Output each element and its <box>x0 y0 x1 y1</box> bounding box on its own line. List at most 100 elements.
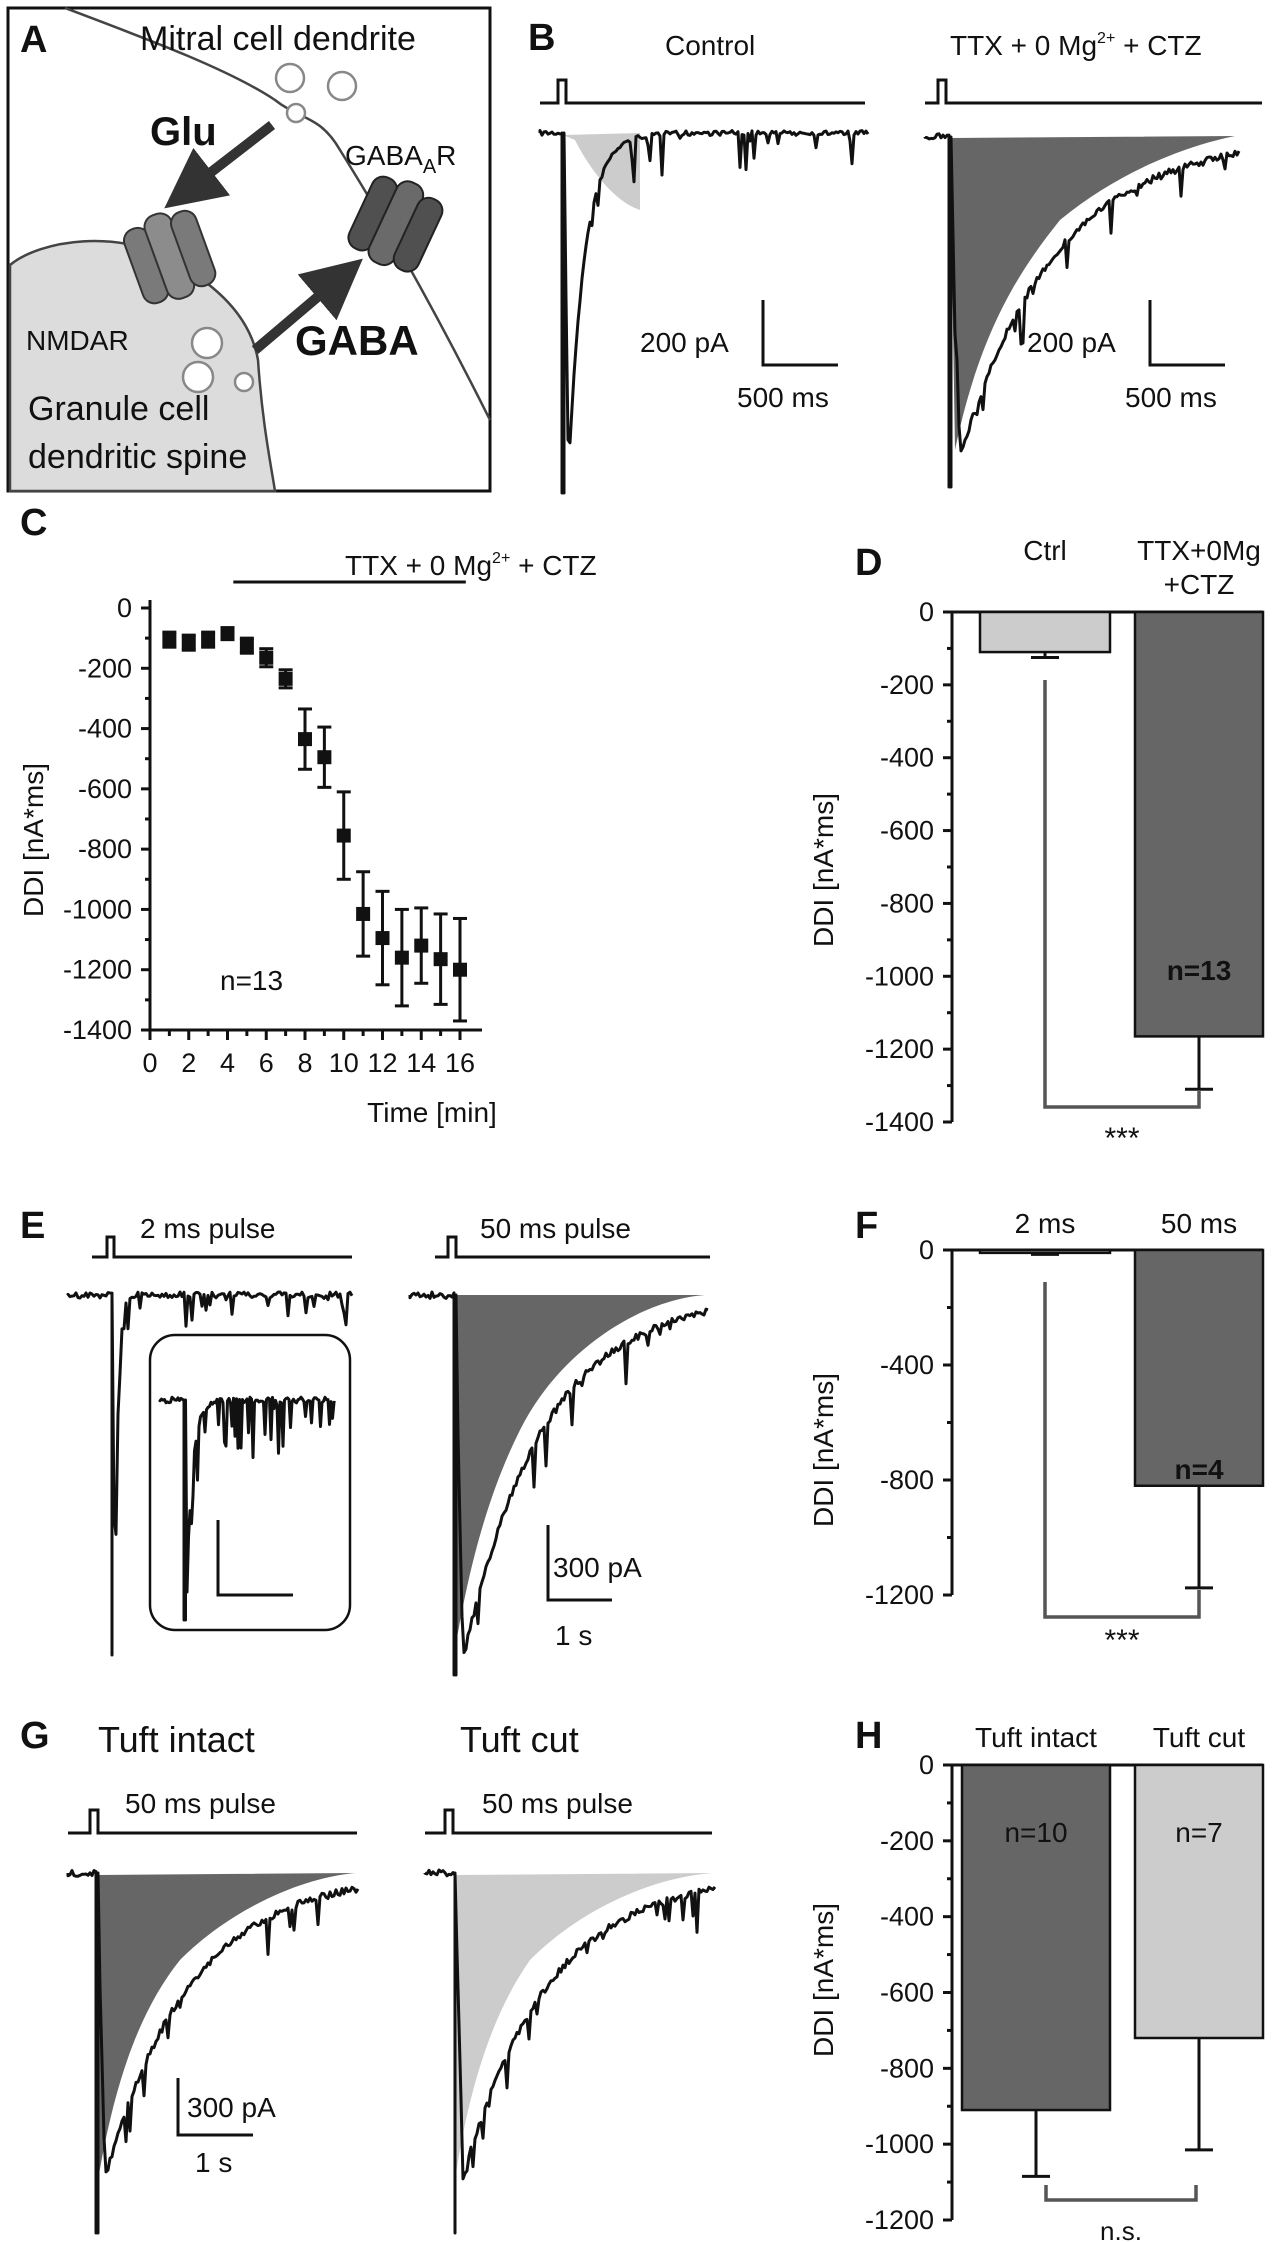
panel-b-right-scale-current: 200 pA <box>1027 327 1116 358</box>
chart-h-n-label: n=10 <box>1004 1817 1067 1848</box>
panel-e-scale-current: 300 pA <box>553 1552 642 1583</box>
chart-f-y-tick-label: -800 <box>880 1465 934 1495</box>
chart-h-category-label: Tuft cut <box>1153 1722 1246 1753</box>
chart-c-point <box>394 950 409 965</box>
chart-c-x-tick-label: 10 <box>329 1048 359 1078</box>
mitral-label: Mitral cell dendrite <box>140 20 416 58</box>
panel-e-right-title: 50 ms pulse <box>480 1213 631 1244</box>
chart-c-y-tick-label: -1000 <box>63 894 132 924</box>
panel-e-inset-trace <box>158 1395 336 1622</box>
panel-b-left-scale-bar <box>761 300 838 367</box>
mitral-dendrite-membrane <box>64 6 492 421</box>
panel-g-scale-bar <box>176 2078 253 2137</box>
chart-h-category-label: Tuft intact <box>975 1722 1097 1753</box>
panel-b-left-shade <box>563 133 640 210</box>
chart-c-y-tick-label: -600 <box>78 774 132 804</box>
chart-h-bar <box>1133 1763 1265 2040</box>
chart-f-ylabel: DDI [nA*ms] <box>808 1373 839 1527</box>
panel-e-inset-box <box>148 1333 352 1632</box>
chart-d-category-label: Ctrl <box>1023 535 1067 566</box>
chart-h-ylabel: DDI [nA*ms] <box>808 1903 839 2057</box>
chart-h-y-tick-label: 0 <box>919 1750 934 1780</box>
chart-f-n-label: n=4 <box>1174 1454 1223 1485</box>
chart-d-bar <box>978 610 1112 654</box>
chart-c-x-tick-label: 14 <box>406 1048 436 1078</box>
panel-e-left-title: 2 ms pulse <box>140 1213 275 1244</box>
gaba-label: GABA <box>295 317 419 364</box>
chart-d-significance-bracket <box>1043 680 1201 1109</box>
chart-c-point <box>453 962 467 977</box>
panel-b-right-shade <box>950 136 1235 450</box>
chart-c-y-tick-label: -1400 <box>63 1015 132 1045</box>
chart-h-bar <box>960 1763 1112 2112</box>
chart-h-y-tick-label: -800 <box>880 2053 934 2083</box>
chart-h-y-tick-label: -1000 <box>865 2129 934 2159</box>
vesicle-icon <box>274 62 306 94</box>
chart-f-significance-bracket <box>1043 1282 1201 1619</box>
chart-c-point <box>220 626 235 641</box>
panel-e-letter: E <box>20 1205 45 1247</box>
gaba-a-r-label: GABAAR <box>345 140 456 178</box>
panel-g-right-trace <box>423 1868 717 2235</box>
chart-c-point <box>201 632 216 647</box>
panel-b-right-title: TTX + 0 Mg2+ + CTZ <box>950 30 1202 61</box>
chart-c-y-tick-label: -400 <box>78 714 132 744</box>
chart-d-y-tick-label: -200 <box>880 670 934 700</box>
panel-c: C TTX + 0 Mg2+ + CTZ DDI [nA*ms] Time [m… <box>18 502 597 1128</box>
chart-d-y-tick-label: -600 <box>880 816 934 846</box>
chart-c-y-tick-label: 0 <box>117 593 132 623</box>
panel-e-right-trace <box>408 1290 709 1677</box>
chart-c-x-tick-label: 16 <box>445 1048 475 1078</box>
panel-g-scale-current: 300 pA <box>187 2092 276 2123</box>
panel-e-scale-bar <box>546 1525 612 1602</box>
panel-b-left-scale-current: 200 pA <box>640 327 729 358</box>
panel-b-left-stimulus <box>540 78 865 105</box>
panel-g-left-pulse: 50 ms pulse <box>125 1788 276 1819</box>
chart-c-xlabel: Time [min] <box>367 1097 497 1128</box>
panel-d-letter: D <box>855 542 882 584</box>
granule-spine <box>8 239 277 493</box>
panel-g-scale-time: 1 s <box>195 2147 232 2178</box>
chart-h-significance-bracket <box>1044 2185 1198 2202</box>
chart-d-y-tick-label: -800 <box>880 888 934 918</box>
panel-e-left-stimulus <box>92 1235 352 1259</box>
granule-label-line1: Granule cell <box>28 390 209 428</box>
panel-a-letter: A <box>20 19 47 61</box>
nmda-receptor-icon <box>122 209 217 305</box>
chart-d-y-tick-label: -1200 <box>865 1034 934 1064</box>
panel-f: F DDI [nA*ms] 0 -400 -800 -1200 2 ms 50 ms n=4… <box>808 1205 1265 1657</box>
panel-e-right-shade <box>455 1295 705 1650</box>
chart-f-y-tick-label: -1200 <box>865 1580 934 1610</box>
panel-a: A Mitral cell dendrite Glu GABAAR NMDAR … <box>6 6 492 493</box>
panel-g-letter: G <box>20 1715 50 1757</box>
vesicle-icon <box>190 326 224 360</box>
panel-b-right-scale-bar <box>1148 300 1225 367</box>
granule-label-line2: dendritic spine <box>28 438 247 476</box>
chart-c-x-tick-label: 12 <box>367 1048 397 1078</box>
chart-f-significance-label: *** <box>1104 1624 1139 1657</box>
chart-h-y-tick-label: -400 <box>880 1902 934 1932</box>
panel-g: G Tuft intact Tuft cut 50 ms pulse 50 ms… <box>20 1715 717 2235</box>
panel-e: E 2 ms pulse 50 ms pulse 300 pA 1 s <box>20 1205 710 1677</box>
chart-c-point <box>336 828 351 843</box>
chart-c-bar-label: TTX + 0 Mg2+ + CTZ <box>345 550 597 581</box>
panel-e-right-stimulus <box>435 1235 710 1259</box>
nmdar-label: NMDAR <box>26 325 129 356</box>
gaba-a-receptor-icon <box>347 175 444 273</box>
panel-g-right-heading: Tuft cut <box>460 1719 579 1760</box>
chart-c-x-tick-label: 2 <box>181 1048 196 1078</box>
chart-d-y-tick-label: -1000 <box>865 961 934 991</box>
chart-d-n-label: n=13 <box>1167 955 1232 986</box>
chart-c-x-tick-label: 0 <box>142 1048 157 1078</box>
chart-h-y-tick-label: -200 <box>880 1826 934 1856</box>
glu-arrow-icon <box>164 121 276 209</box>
panel-g-left-stimulus <box>68 1808 357 1835</box>
panel-b-right-stimulus <box>925 78 1262 105</box>
vesicle-icon <box>285 102 307 124</box>
vesicle-icon <box>326 70 358 102</box>
chart-c-x-tick-label: 4 <box>220 1048 235 1078</box>
panel-h-letter: H <box>855 1715 882 1757</box>
chart-f-category-label: 2 ms <box>1015 1208 1076 1239</box>
chart-c-x-tick-label: 8 <box>297 1048 312 1078</box>
